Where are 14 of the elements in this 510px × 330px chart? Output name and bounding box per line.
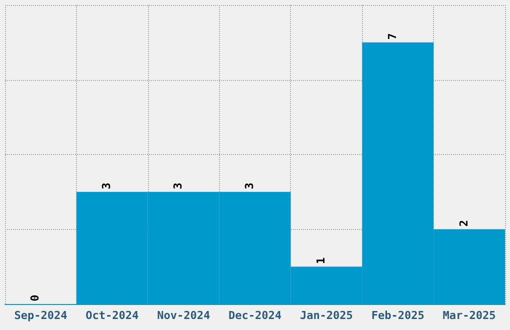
x-tick-label: Jan-2025 [300,309,353,322]
x-tick-label: Nov-2024 [157,309,210,322]
x-tick-label: Mar-2025 [442,309,496,322]
x-tick-label: Oct-2024 [86,309,140,322]
data-label: 3 [172,182,185,190]
x-tick-label: Sep-2024 [14,309,68,322]
data-label: 1 [314,256,328,264]
data-label: 3 [100,182,114,190]
data-label: 2 [457,220,470,227]
data-label: 0 [28,294,42,302]
x-tick-label: Dec-2024 [228,309,282,322]
x-tick-label: Feb-2025 [371,309,424,322]
data-label: 7 [386,33,399,40]
data-label: 3 [243,182,256,190]
